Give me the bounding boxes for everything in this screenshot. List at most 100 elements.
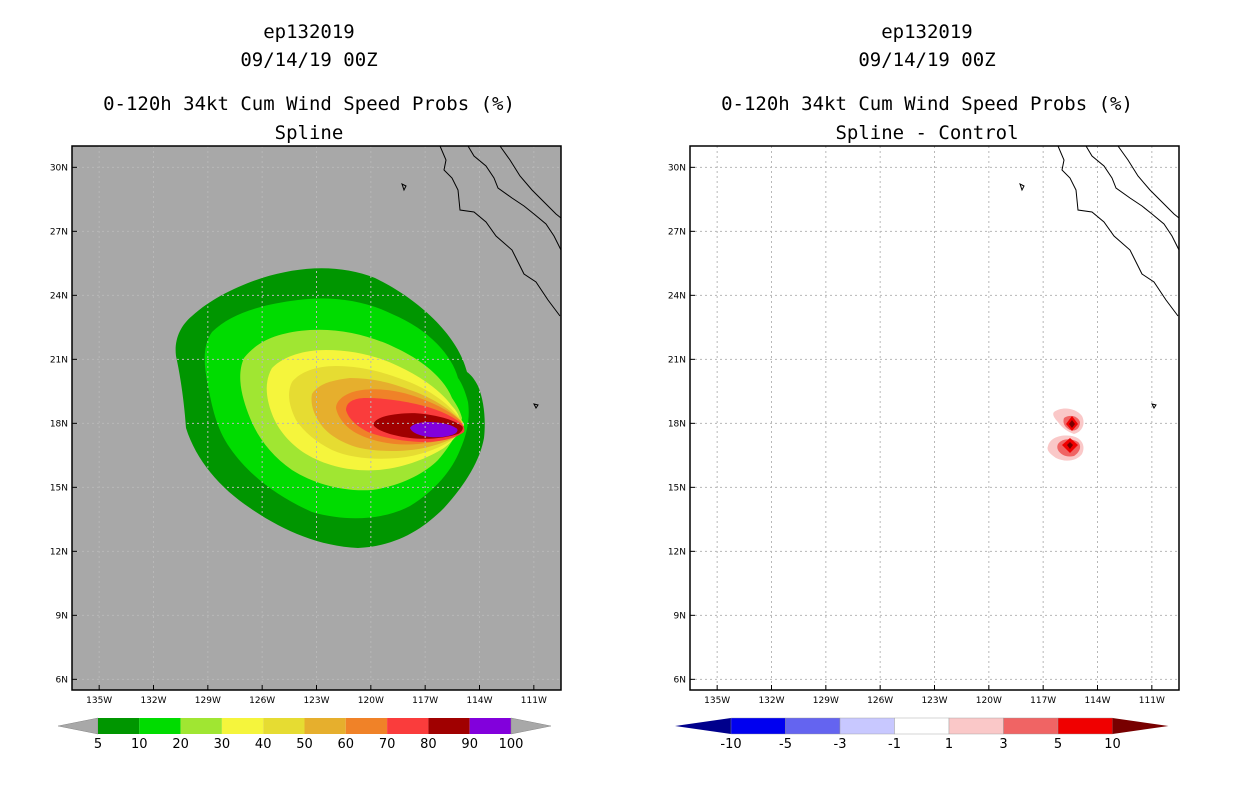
right-grid — [690, 146, 1179, 690]
colorbar-swatch — [387, 718, 429, 734]
colorbar-label: 70 — [379, 737, 396, 752]
x-tick-label: 129W — [195, 696, 221, 706]
colorbar-label: 10 — [131, 737, 148, 752]
colorbar-arrow-low — [675, 718, 731, 734]
right-colorbar: -10 -5 -3 -1 1 3 5 10 — [675, 717, 1169, 752]
left-x-axis: 135W 132W 129W 126W 123W 120W 117W 114W 111W — [86, 685, 547, 706]
y-tick-label: 6N — [56, 675, 68, 685]
right-title-date: 09/14/19 00Z — [858, 49, 995, 71]
colorbar-swatch — [785, 717, 841, 735]
x-tick-label: 132W — [140, 696, 166, 706]
x-tick-label: 114W — [1084, 696, 1110, 706]
left-island-small — [533, 403, 539, 409]
x-tick-label: 117W — [412, 696, 438, 706]
right-panel: ep132019 09/14/19 00Z 0-120h 34kt Cum Wi… — [668, 21, 1180, 752]
y-tick-label: 15N — [50, 483, 68, 493]
colorbar-label: 5 — [94, 737, 102, 752]
colorbar-label: 3 — [999, 737, 1007, 752]
colorbar-label: -10 — [720, 737, 741, 752]
colorbar-swatch — [428, 718, 470, 734]
colorbar-arrow-high — [510, 717, 552, 735]
left-mainland-coast — [499, 145, 562, 219]
colorbar-swatch — [469, 718, 511, 734]
left-title-method: Spline — [275, 122, 344, 144]
left-colorbar: 5 10 20 30 40 50 60 70 80 90 100 — [57, 717, 552, 752]
colorbar-swatch — [263, 718, 305, 734]
y-tick-label: 6N — [674, 675, 686, 685]
colorbar-label: 30 — [214, 737, 231, 752]
left-baja-coast-west — [439, 145, 561, 317]
x-tick-label: 126W — [867, 696, 893, 706]
right-difference-field — [1047, 408, 1084, 461]
left-coastline — [401, 145, 562, 409]
colorbar-arrow-high — [1112, 718, 1169, 734]
y-tick-label: 21N — [50, 355, 68, 365]
left-island — [401, 183, 407, 192]
colorbar-swatch — [730, 717, 786, 735]
right-baja-coast-west — [1057, 145, 1179, 317]
right-x-axis: 135W 132W 129W 126W 123W 120W 117W 114W 111W — [704, 685, 1165, 706]
y-tick-label: 12N — [668, 547, 686, 557]
y-tick-label: 18N — [668, 419, 686, 429]
left-probability-field — [175, 268, 485, 548]
colorbar-label: 100 — [499, 737, 524, 752]
left-title-storm: ep132019 — [263, 21, 355, 43]
y-tick-label: 9N — [56, 611, 68, 621]
x-tick-label: 132W — [758, 696, 784, 706]
right-island-small — [1151, 403, 1157, 409]
colorbar-label: -1 — [888, 737, 901, 752]
colorbar-swatch — [304, 718, 346, 734]
y-tick-label: 27N — [668, 227, 686, 237]
diff-contour-10-lower — [1067, 442, 1073, 449]
left-title-product: 0-120h 34kt Cum Wind Speed Probs (%) — [103, 93, 515, 115]
colorbar-label: 5 — [1054, 737, 1062, 752]
right-island — [1019, 183, 1025, 192]
x-tick-label: 117W — [1030, 696, 1056, 706]
x-tick-label: 135W — [704, 696, 730, 706]
colorbar-swatch — [839, 717, 895, 735]
colorbar-swatch — [180, 718, 222, 734]
colorbar-label: -3 — [834, 737, 847, 752]
colorbar-label: 50 — [296, 737, 313, 752]
colorbar-arrow-low — [57, 717, 99, 735]
right-coastline — [1019, 145, 1180, 409]
y-tick-label: 27N — [50, 227, 68, 237]
y-tick-label: 24N — [668, 291, 686, 301]
right-title-product: 0-120h 34kt Cum Wind Speed Probs (%) — [721, 93, 1133, 115]
x-tick-label: 129W — [813, 696, 839, 706]
left-title-date: 09/14/19 00Z — [240, 49, 377, 71]
left-baja-coast-east — [467, 145, 562, 251]
x-tick-label: 135W — [86, 696, 112, 706]
x-tick-label: 123W — [921, 696, 947, 706]
y-tick-label: 24N — [50, 291, 68, 301]
left-panel: ep132019 09/14/19 00Z 0-120h 34kt Cum Wi… — [50, 21, 562, 752]
colorbar-label: 60 — [338, 737, 355, 752]
colorbar-swatch — [98, 718, 140, 734]
x-tick-label: 120W — [358, 696, 384, 706]
colorbar-swatch — [948, 717, 1004, 735]
colorbar-label: 1 — [945, 737, 953, 752]
right-title-storm: ep132019 — [881, 21, 973, 43]
right-y-axis: 30N 27N 24N 21N 18N 15N 12N 9N 6N — [668, 163, 695, 685]
y-tick-label: 30N — [668, 163, 686, 173]
colorbar-swatch — [221, 718, 264, 734]
right-title-method: Spline - Control — [835, 122, 1018, 144]
y-tick-label: 9N — [674, 611, 686, 621]
diff-contour-10-upper — [1069, 420, 1075, 428]
colorbar-swatch — [345, 718, 388, 734]
colorbar-label: 40 — [255, 737, 272, 752]
prob-contour-90 — [410, 422, 458, 438]
colorbar-swatch — [139, 718, 181, 734]
y-tick-label: 18N — [50, 419, 68, 429]
colorbar-label: 80 — [420, 737, 437, 752]
left-y-axis: 30N 27N 24N 21N 18N 15N 12N 9N 6N — [50, 163, 77, 685]
colorbar-label: 90 — [461, 737, 478, 752]
colorbar-label: 10 — [1104, 737, 1121, 752]
x-tick-label: 120W — [976, 696, 1002, 706]
left-grid — [72, 146, 561, 690]
colorbar-swatch — [1057, 717, 1113, 735]
x-tick-label: 111W — [1139, 696, 1165, 706]
y-tick-label: 15N — [668, 483, 686, 493]
colorbar-label: -5 — [779, 737, 792, 752]
